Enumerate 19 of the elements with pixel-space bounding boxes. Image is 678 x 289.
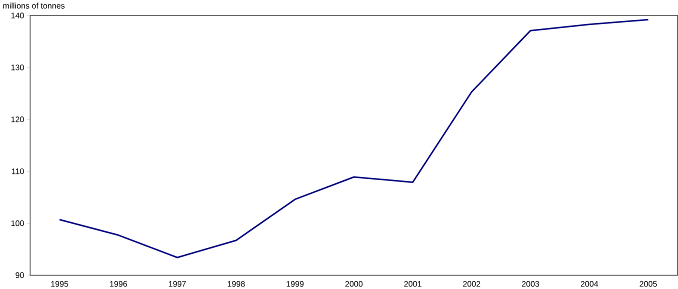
y-tick-label: 140	[11, 12, 24, 18]
x-tick-label: 1999	[286, 280, 304, 287]
x-tick-label: 2003	[522, 280, 540, 287]
x-tick-label: 2001	[404, 280, 422, 287]
y-axis-title: millions of tonnes	[3, 2, 65, 8]
x-tick-label: 1998	[228, 280, 245, 287]
x-tick-label: 2004	[580, 280, 598, 287]
x-tick-label: 1996	[110, 280, 128, 287]
x-tick-label: 1995	[51, 280, 68, 287]
y-tick-label: 90	[16, 272, 24, 278]
line-series	[58, 18, 650, 258]
y-tick-label: 110	[12, 168, 24, 174]
y-tick-label: 130	[11, 64, 24, 70]
x-tick-label: 2005	[640, 280, 657, 287]
y-tick-label: 120	[11, 116, 24, 122]
x-tick-label: 2000	[345, 280, 363, 287]
x-tick-label: 2002	[463, 280, 480, 287]
y-tick-label: 100	[11, 220, 24, 226]
x-tick-label: 1997	[168, 280, 186, 287]
